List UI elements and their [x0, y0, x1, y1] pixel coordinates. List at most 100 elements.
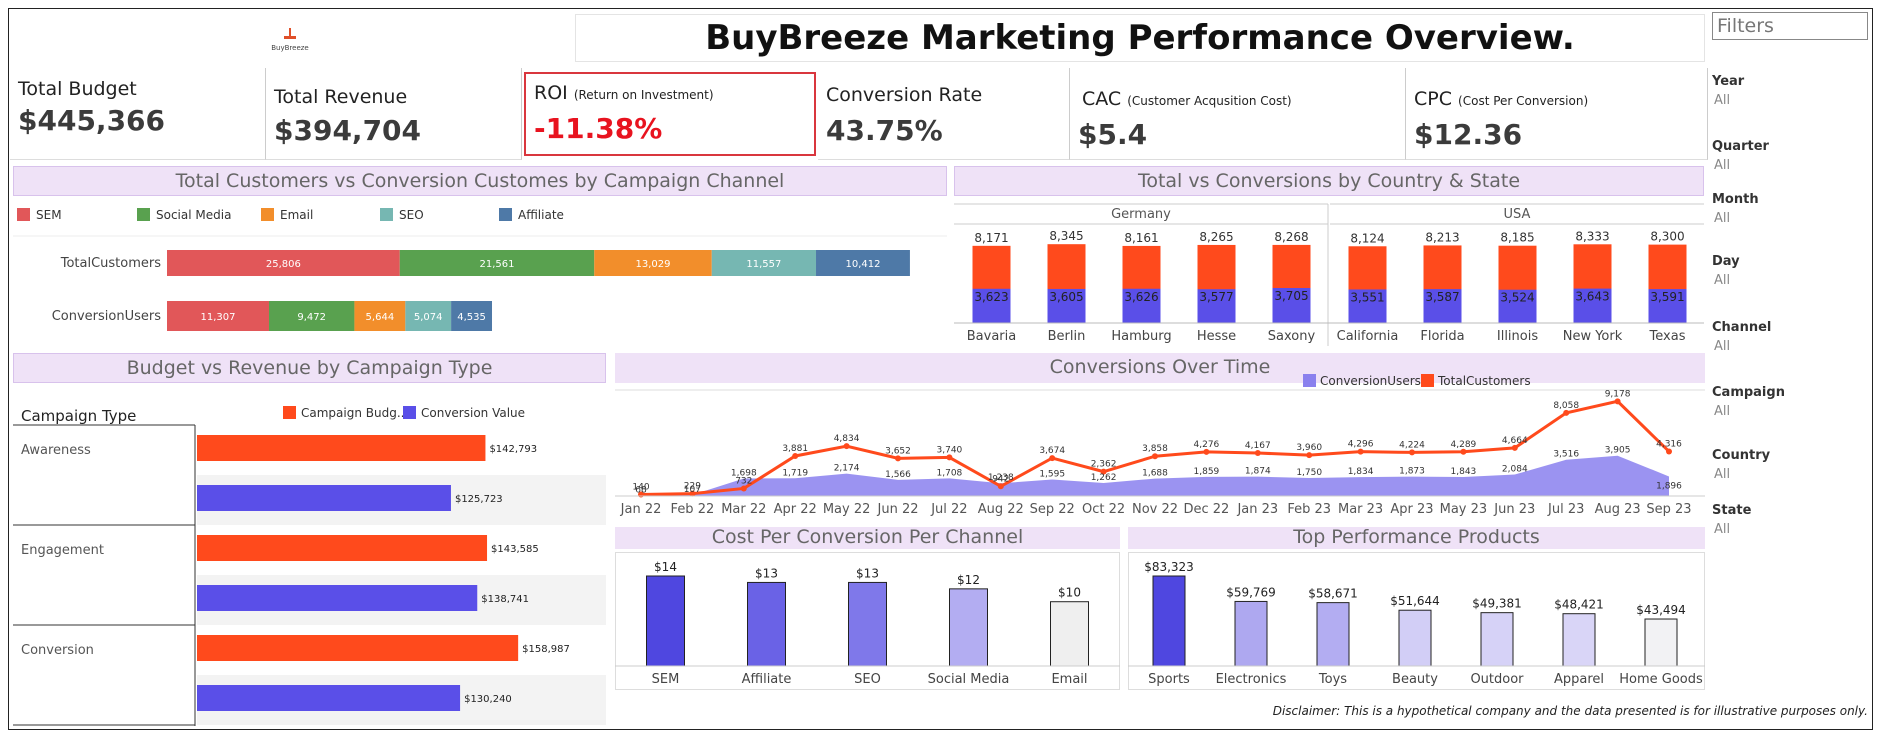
- tick-label: Jun 23: [1493, 502, 1535, 517]
- filter-value[interactable]: All: [1714, 211, 1731, 226]
- data-label: 4,535: [457, 312, 486, 323]
- bar: [1398, 609, 1432, 667]
- data-label: $125,723: [455, 494, 503, 505]
- filter-value[interactable]: All: [1714, 93, 1731, 108]
- kpi-value: -11.38%: [534, 112, 663, 145]
- bar-segment: [711, 250, 817, 276]
- data-label: 4,834: [834, 434, 860, 444]
- data-label: 229: [684, 482, 701, 492]
- filter-value[interactable]: All: [1714, 404, 1731, 419]
- legend-label: Social Media: [156, 208, 231, 222]
- filter-value[interactable]: All: [1714, 467, 1731, 482]
- data-label: 8,265: [1199, 230, 1233, 244]
- data-label: $158,987: [522, 644, 570, 655]
- category-label: Outdoor: [1470, 672, 1524, 687]
- bar-conversions: [1573, 288, 1612, 323]
- data-label: 3,516: [1553, 450, 1579, 460]
- bar-conversions: [972, 288, 1011, 323]
- data-label: 5,074: [414, 312, 443, 323]
- kpi-label: Conversion Rate: [826, 84, 983, 106]
- category-label: Bavaria: [967, 329, 1016, 344]
- bar: [197, 435, 486, 461]
- data-label: $13: [755, 566, 778, 580]
- category-label: Apparel: [1554, 672, 1604, 687]
- category-label: Awareness: [21, 443, 91, 458]
- category-label: Sports: [1148, 672, 1190, 687]
- country-chart-title: Total vs Conversions by Country & State: [954, 166, 1704, 196]
- data-label: 107: [684, 485, 701, 495]
- tick-label: Feb 23: [1287, 502, 1331, 517]
- title-box: [575, 14, 1705, 62]
- data-label: $143,585: [491, 544, 539, 555]
- kpi-total-revenue: Total Revenue $394,704: [266, 68, 522, 160]
- bar-segment: [167, 301, 269, 331]
- bar: [1234, 600, 1268, 667]
- bar-conversions: [1047, 288, 1086, 323]
- legend-swatch: [403, 406, 416, 419]
- bar: [197, 635, 519, 661]
- bar-conversions: [1197, 289, 1236, 323]
- tick-label: May 22: [823, 502, 871, 517]
- data-label: $14: [654, 560, 677, 574]
- category-label: Email: [1051, 672, 1087, 687]
- data-label: 3,905: [1605, 446, 1631, 456]
- tick-label: Oct 22: [1082, 502, 1125, 517]
- point: [1357, 448, 1364, 455]
- data-label: 1,896: [1656, 481, 1682, 491]
- data-label: 13,029: [636, 259, 671, 270]
- kpi-total-budget: Total Budget $445,366: [10, 68, 266, 160]
- data-label: 942: [992, 474, 1009, 484]
- tick-label: Jul 23: [1547, 502, 1584, 517]
- kpi-sub: (Return on Investment): [573, 88, 714, 102]
- filter-value[interactable]: All: [1714, 339, 1731, 354]
- kpi-roi: ROI (Return on Investment) -11.38%: [524, 72, 816, 156]
- cpc-chart-title: Cost Per Conversion Per Channel: [615, 527, 1120, 549]
- bar: [1050, 601, 1089, 667]
- tick-label: Jan 22: [620, 502, 662, 517]
- point: [1152, 453, 1158, 460]
- filter-value[interactable]: All: [1714, 273, 1731, 288]
- channel-chart-title: Total Customers vs Conversion Customes b…: [13, 166, 947, 196]
- bar-segment: [399, 250, 595, 276]
- data-label: 2,174: [834, 464, 860, 474]
- data-label: 3,626: [1124, 290, 1158, 304]
- point: [946, 454, 953, 461]
- legend-label: ConversionUsers: [1320, 374, 1421, 388]
- filter-label: Day: [1712, 254, 1740, 269]
- data-label: 2,362: [1091, 460, 1117, 470]
- data-label: 3,577: [1199, 290, 1233, 304]
- data-label: 1,708: [937, 468, 963, 478]
- bar: [1480, 612, 1514, 667]
- data-label: 1,595: [1039, 470, 1065, 480]
- data-label: 21,561: [480, 259, 515, 270]
- data-label: 8,213: [1425, 230, 1459, 244]
- bar-conversions: [1648, 289, 1687, 323]
- tick-label: Apr 23: [1390, 502, 1433, 517]
- bar: [1644, 618, 1678, 667]
- data-label: 3,740: [937, 445, 963, 455]
- legend-swatch: [283, 406, 296, 419]
- data-label: 11,557: [746, 259, 781, 270]
- category-label: Home Goods: [1619, 672, 1703, 687]
- data-label: $49,381: [1472, 597, 1522, 611]
- legend-label: Affiliate: [518, 208, 564, 222]
- filter-value[interactable]: All: [1714, 522, 1731, 537]
- category-label: ConversionUsers: [52, 309, 162, 324]
- tick-label: Aug 22: [978, 502, 1024, 517]
- data-label: 8,161: [1124, 231, 1158, 245]
- legend-swatch: [17, 208, 30, 221]
- filter-value[interactable]: All: [1714, 158, 1731, 173]
- logo-icon: [284, 28, 296, 39]
- kpi-label: Total Budget: [18, 78, 137, 100]
- filters-title: Filters: [1717, 15, 1774, 37]
- data-label: $48,421: [1554, 598, 1604, 612]
- filters-box[interactable]: Filters: [1712, 12, 1868, 40]
- bar-segment: [268, 301, 355, 331]
- bar-segment: [354, 301, 406, 331]
- data-label: 1,750: [1296, 468, 1322, 478]
- bar-segment: [451, 301, 493, 331]
- data-label: 3,674: [1039, 446, 1065, 456]
- budget-chart-title: Budget vs Revenue by Campaign Type: [13, 353, 606, 383]
- bar: [1152, 575, 1186, 667]
- filter-label: State: [1712, 503, 1752, 518]
